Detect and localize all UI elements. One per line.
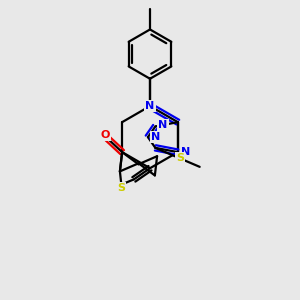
Text: S: S bbox=[176, 153, 184, 163]
Text: N: N bbox=[146, 101, 154, 111]
Text: N: N bbox=[181, 147, 190, 157]
Text: S: S bbox=[117, 183, 125, 193]
Text: N: N bbox=[158, 120, 167, 130]
Text: O: O bbox=[100, 130, 110, 140]
Text: N: N bbox=[151, 132, 160, 142]
